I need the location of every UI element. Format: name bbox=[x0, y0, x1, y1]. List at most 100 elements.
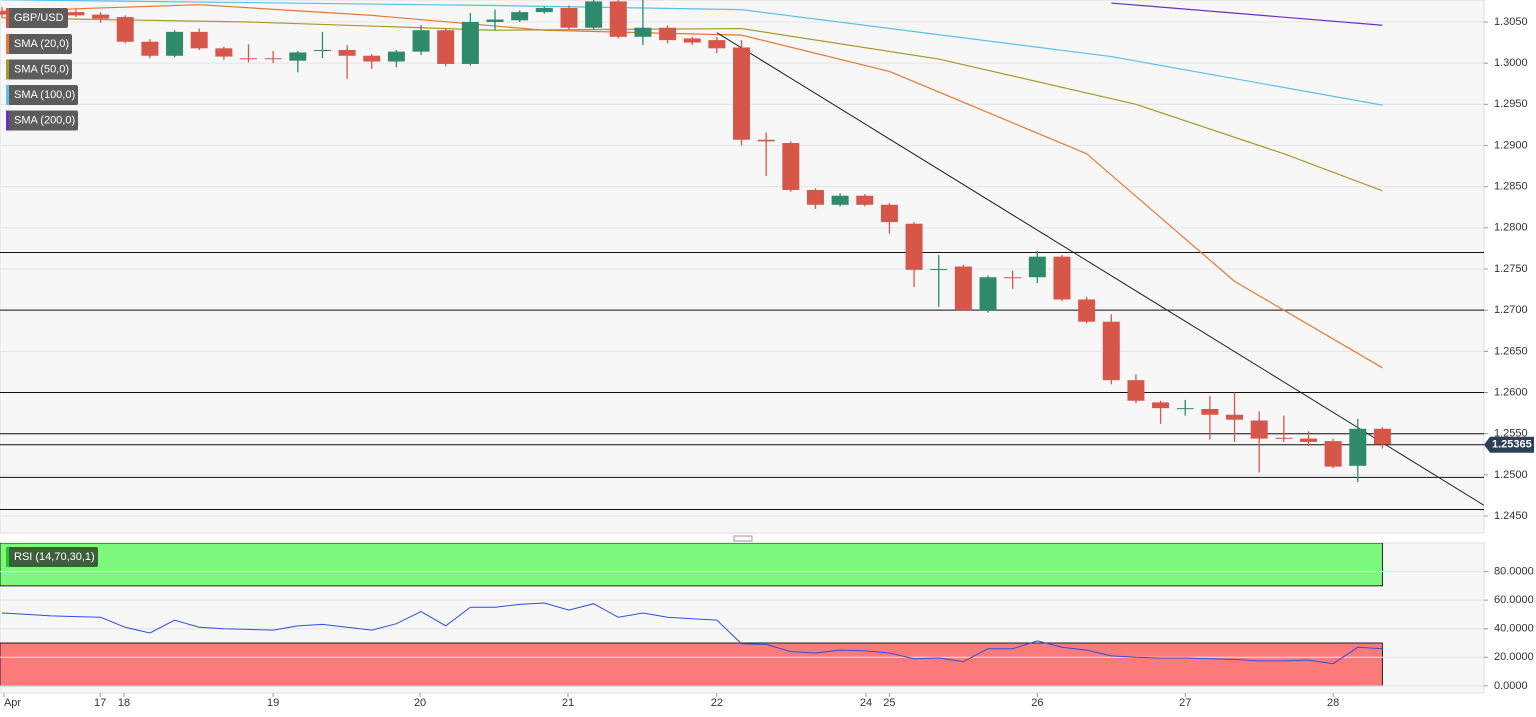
legend-swatch bbox=[6, 8, 9, 28]
legend-swatch bbox=[6, 85, 9, 105]
y-tick-label: 1.2750 bbox=[1494, 263, 1528, 275]
x-tick-label: 21 bbox=[562, 697, 574, 709]
y-tick-label: 1.2650 bbox=[1494, 345, 1528, 357]
legend-label: SMA (100,0) bbox=[14, 89, 75, 101]
candle-body bbox=[856, 195, 874, 205]
candle-body bbox=[1078, 299, 1096, 322]
rsi-legend: RSI (14,70,30,1) bbox=[6, 547, 98, 567]
sma-line bbox=[1, 0, 1383, 106]
candle-body bbox=[240, 58, 258, 60]
y-tick-label: 1.2500 bbox=[1494, 469, 1528, 481]
x-tick-label: 24 bbox=[860, 697, 872, 709]
legend-label: SMA (200,0) bbox=[14, 114, 75, 126]
candle-body bbox=[708, 40, 726, 49]
candle-body bbox=[1349, 428, 1367, 466]
candle-body bbox=[289, 52, 307, 61]
candle-body bbox=[560, 7, 578, 28]
axes: 1.2450 1.2500 1.2550 1.2600 1.2650 1.2700 1.27… bbox=[3, 16, 1534, 709]
candle-body bbox=[1127, 380, 1145, 401]
y-tick-label: 1.2550 bbox=[1494, 428, 1528, 440]
candle-body bbox=[954, 266, 972, 311]
sma-line bbox=[1111, 2, 1383, 26]
pane-resize-handle[interactable] bbox=[733, 535, 753, 542]
candle-body bbox=[905, 223, 923, 270]
candle-body bbox=[1373, 428, 1391, 445]
y-tick-label: 1.3000 bbox=[1494, 57, 1528, 69]
legend-box bbox=[6, 547, 98, 567]
last-price-label: 1.25365 bbox=[1492, 439, 1532, 451]
legend-swatch bbox=[6, 110, 9, 131]
candle-body bbox=[166, 31, 184, 56]
legend-swatch bbox=[6, 59, 9, 80]
candle-body bbox=[880, 204, 898, 223]
legend-label: SMA (20,0) bbox=[14, 38, 69, 50]
x-tick-label: 20 bbox=[414, 697, 426, 709]
candle-body bbox=[486, 19, 504, 22]
candle-body bbox=[609, 1, 627, 37]
rsi-band bbox=[0, 543, 1383, 587]
rsi-plot bbox=[0, 543, 1484, 687]
candle-body bbox=[1102, 321, 1120, 381]
y-tick-label: 1.2700 bbox=[1494, 304, 1528, 316]
y-tick-label: 1.2900 bbox=[1494, 139, 1528, 151]
candle-body bbox=[363, 55, 381, 62]
x-tick-label: 17 bbox=[94, 697, 106, 709]
candle-body bbox=[634, 27, 652, 37]
candle-body bbox=[782, 143, 800, 190]
candle-body bbox=[683, 38, 701, 43]
legend-box bbox=[6, 59, 72, 80]
candle-body bbox=[1053, 256, 1071, 300]
candle-body bbox=[215, 48, 233, 57]
y-tick-label: 0.0000 bbox=[1494, 680, 1528, 692]
y-tick-label: 1.2450 bbox=[1494, 510, 1528, 522]
candle-body bbox=[733, 47, 751, 140]
y-tick-label: 1.2800 bbox=[1494, 222, 1528, 234]
candle-body bbox=[1299, 438, 1317, 442]
legend-label: RSI (14,70,30,1) bbox=[14, 551, 95, 563]
x-tick-label: 26 bbox=[1031, 697, 1043, 709]
x-tick-label: 18 bbox=[118, 697, 130, 709]
candle-body bbox=[585, 1, 603, 28]
last-price-tag bbox=[1484, 436, 1534, 453]
candle-body bbox=[0, 11, 11, 15]
candle-body bbox=[535, 7, 553, 13]
candle-body bbox=[930, 269, 948, 271]
candle-body bbox=[1004, 277, 1022, 279]
candle-body bbox=[659, 27, 677, 41]
candle-body bbox=[92, 14, 110, 19]
y-tick-label: 80.0000 bbox=[1494, 565, 1534, 577]
legend-box bbox=[6, 34, 72, 54]
y-tick-label: 1.3050 bbox=[1494, 16, 1528, 28]
candle-body bbox=[1152, 402, 1170, 409]
candle-body bbox=[806, 189, 824, 205]
candle-body bbox=[831, 195, 849, 205]
main-plot bbox=[0, 0, 1484, 517]
candle-body bbox=[338, 49, 356, 56]
candle-body bbox=[437, 30, 455, 64]
x-tick-label: 22 bbox=[711, 697, 723, 709]
x-tick-label: 25 bbox=[883, 697, 895, 709]
candle-body bbox=[116, 17, 134, 42]
trendline bbox=[716, 32, 1484, 506]
candle-body bbox=[511, 12, 529, 21]
candle-body bbox=[1250, 420, 1268, 439]
y-tick-label: 1.2600 bbox=[1494, 386, 1528, 398]
candle-body bbox=[1028, 256, 1046, 278]
legend-swatch bbox=[6, 34, 9, 54]
candle-body bbox=[461, 21, 479, 64]
x-tick-label: Apr bbox=[4, 697, 21, 709]
candle-body bbox=[979, 277, 997, 311]
x-tick-label: 19 bbox=[267, 697, 279, 709]
x-tick-label: 27 bbox=[1179, 697, 1191, 709]
y-tick-label: 60.0000 bbox=[1494, 594, 1534, 606]
candle-body bbox=[1201, 408, 1219, 415]
legend-box bbox=[6, 85, 78, 105]
candle-body bbox=[141, 41, 159, 56]
candle-body bbox=[1226, 414, 1244, 420]
candle-body bbox=[313, 49, 331, 51]
candle-body bbox=[67, 12, 85, 16]
sma-line bbox=[1, 4, 1383, 369]
rsi-band bbox=[0, 642, 1383, 687]
legend-box bbox=[6, 8, 68, 28]
y-tick-label: 20.0000 bbox=[1494, 651, 1534, 663]
